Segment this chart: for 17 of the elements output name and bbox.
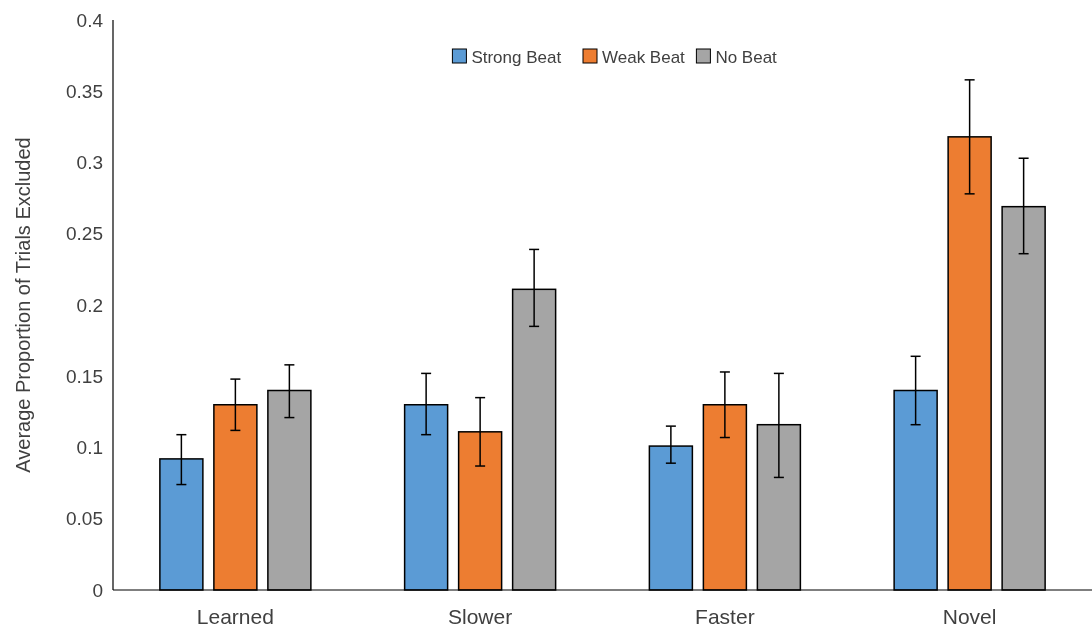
y-tick-label: 0.3 [76,152,103,174]
y-axis-title: Average Proportion of Trials Excluded [12,137,34,473]
y-tick-label: 0.2 [76,294,103,316]
y-tick-label: 0.25 [66,223,103,245]
y-tick-label: 0.05 [66,508,103,530]
y-tick-label: 0.4 [76,9,104,31]
x-tick-label: Learned [196,605,274,628]
legend-label: Strong Beat [471,47,562,67]
legend-label: Weak Beat [602,47,686,67]
y-tick-label: 0.15 [66,365,103,387]
y-tick-label: 0 [92,579,103,601]
x-tick-label: Slower [448,605,513,628]
x-tick-label: Novel [942,605,997,628]
x-tick-label: Faster [695,605,755,628]
y-tick-label: 0.35 [66,80,103,102]
legend-label: No Beat [715,47,778,67]
y-tick-label: 0.1 [76,437,103,459]
